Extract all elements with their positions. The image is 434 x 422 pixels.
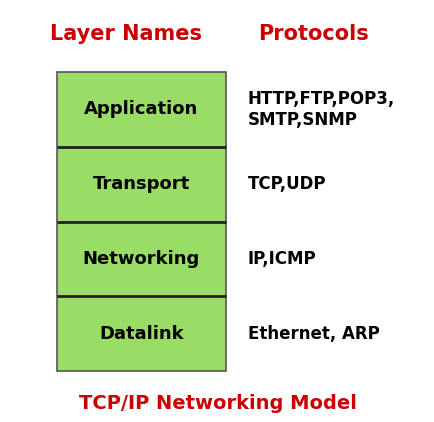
Text: Layer Names: Layer Names (50, 24, 202, 44)
Text: Application: Application (84, 100, 198, 118)
Text: HTTP,FTP,POP3,
SMTP,SNMP: HTTP,FTP,POP3, SMTP,SNMP (247, 90, 395, 129)
Text: Protocols: Protocols (257, 24, 368, 44)
Text: IP,ICMP: IP,ICMP (247, 250, 316, 268)
Text: Ethernet, ARP: Ethernet, ARP (247, 325, 379, 343)
Text: Datalink: Datalink (99, 325, 183, 343)
Text: Transport: Transport (92, 175, 190, 193)
Text: Networking: Networking (82, 250, 200, 268)
Bar (56, 72, 226, 371)
Text: TCP/IP Networking Model: TCP/IP Networking Model (79, 393, 355, 413)
Text: TCP,UDP: TCP,UDP (247, 175, 326, 193)
